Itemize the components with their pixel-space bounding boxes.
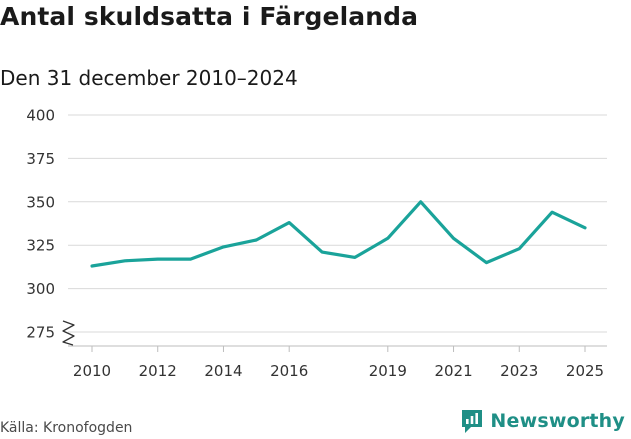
x-tick-label: 2023 xyxy=(500,362,538,380)
x-tick-label: 2019 xyxy=(369,362,407,380)
axis-break-mark xyxy=(62,320,75,346)
y-axis-tick-labels: 400 375 350 325 300 275 xyxy=(26,107,55,342)
data-point xyxy=(582,225,588,231)
data-point xyxy=(385,235,391,241)
data-point xyxy=(483,260,489,266)
x-tick-label: 2016 xyxy=(270,362,308,380)
x-tick-label: 2025 xyxy=(566,362,604,380)
newsworthy-logo-icon xyxy=(462,410,483,433)
data-point xyxy=(319,249,325,255)
data-point xyxy=(352,254,358,260)
x-tick-label: 2012 xyxy=(139,362,177,380)
x-tick-label: 2021 xyxy=(434,362,472,380)
y-tick-label: 275 xyxy=(26,324,55,342)
gridlines xyxy=(68,114,607,333)
series-line xyxy=(90,200,587,268)
x-axis: 2010 2012 2014 2016 2019 2021 2023 2025 xyxy=(68,345,607,380)
data-point xyxy=(188,256,194,262)
brand-logo[interactable]: Newsworthy xyxy=(460,408,625,434)
data-point xyxy=(286,220,292,226)
data-point xyxy=(418,199,424,205)
source-note: Källa: Kronofogden xyxy=(0,420,133,436)
brand-name: Newsworthy xyxy=(490,410,625,432)
y-tick-label: 350 xyxy=(26,193,55,211)
data-point xyxy=(549,209,555,215)
series-layer xyxy=(89,199,588,269)
y-tick-label: 375 xyxy=(26,150,55,168)
data-point xyxy=(516,246,522,252)
data-point xyxy=(221,244,227,250)
y-tick-label: 325 xyxy=(26,237,55,255)
data-point xyxy=(122,258,128,264)
data-point xyxy=(155,256,161,262)
x-tick-label: 2014 xyxy=(204,362,242,380)
x-tick-label: 2010 xyxy=(73,362,111,380)
y-axis-break-icon xyxy=(62,320,75,346)
y-tick-label: 300 xyxy=(26,280,55,298)
data-point xyxy=(89,263,95,269)
chart-subtitle: Den 31 december 2010–2024 xyxy=(0,66,298,90)
chart-title: Antal skuldsatta i Färgelanda xyxy=(0,2,419,31)
data-point xyxy=(253,237,259,243)
y-tick-label: 400 xyxy=(26,107,55,125)
data-point xyxy=(451,235,457,241)
